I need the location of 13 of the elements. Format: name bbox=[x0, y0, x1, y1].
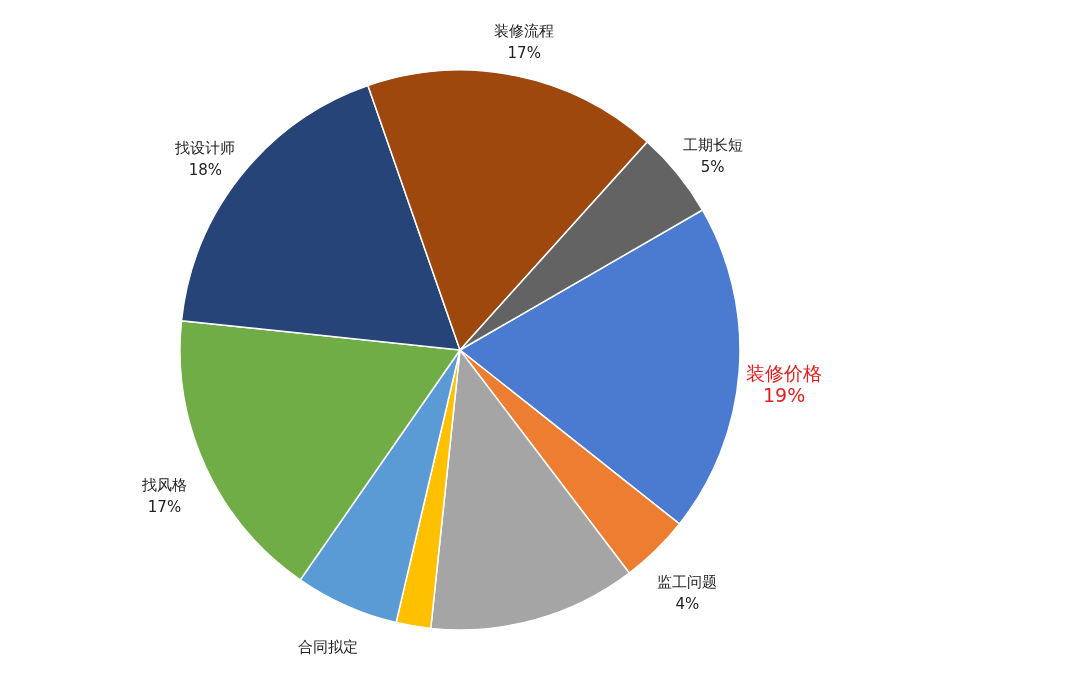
slice-label: 工期长短 bbox=[682, 136, 743, 155]
data-label: 4% bbox=[675, 595, 700, 614]
data-label: 5% bbox=[700, 158, 725, 177]
slice-label: 合同拟定 bbox=[297, 637, 358, 656]
slice-label: 装修价格 bbox=[746, 361, 823, 384]
data-label: 18% bbox=[188, 161, 222, 180]
slice-label: 找风格 bbox=[141, 476, 187, 495]
slice-label: 装修流程 bbox=[494, 22, 555, 41]
data-label: 19% bbox=[763, 383, 806, 406]
slice-label: 监工问题 bbox=[657, 573, 718, 592]
data-label: 17% bbox=[147, 498, 182, 517]
data-label: 17% bbox=[507, 44, 541, 63]
slice-label: 找设计师 bbox=[174, 139, 236, 158]
